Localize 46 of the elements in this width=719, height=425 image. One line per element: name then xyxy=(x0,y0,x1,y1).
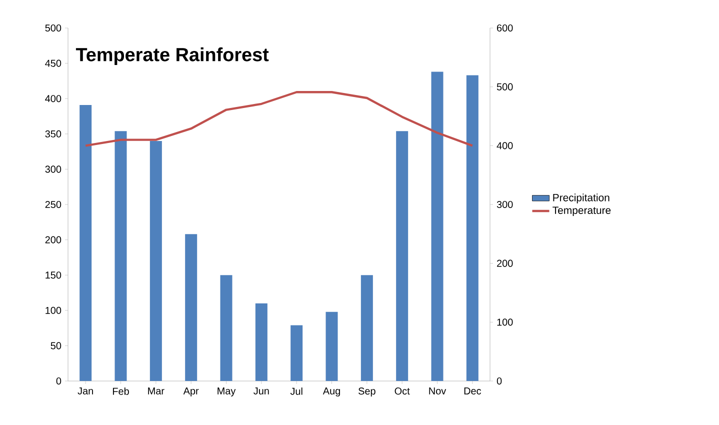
y2-tick-label: 600 xyxy=(497,24,513,32)
bar xyxy=(431,72,444,381)
y2-tick-label: 0 xyxy=(496,377,502,385)
y2-tick-label: 100 xyxy=(497,318,513,326)
y-tick-label: 200 xyxy=(45,236,62,244)
bar xyxy=(326,312,338,381)
y-tick-label: 150 xyxy=(46,272,62,279)
y-tick-label: 450 xyxy=(45,60,62,67)
y-tick-label: 100 xyxy=(46,306,62,314)
x-tick-label: Sep xyxy=(358,388,376,397)
x-tick-label: Nov xyxy=(429,388,446,394)
y-tick-label: 500 xyxy=(45,24,62,32)
y-tick-label: 300 xyxy=(45,166,62,173)
x-tick-label: Jan xyxy=(78,388,93,394)
x-tick-label: Feb xyxy=(112,388,129,395)
y2-tick-label: 400 xyxy=(496,142,513,150)
y2-tick-label: 500 xyxy=(496,83,513,90)
y-tick-label: 0 xyxy=(56,377,62,385)
bar xyxy=(255,303,268,381)
bar xyxy=(220,275,232,381)
x-tick-label: Mar xyxy=(148,388,164,394)
y2-tick-label: 200 xyxy=(497,260,513,267)
bar xyxy=(360,275,373,381)
x-tick-label: Jul xyxy=(290,388,302,395)
legend-label: Precipitation xyxy=(553,194,610,204)
line-series xyxy=(84,91,474,147)
text: Temperate Rainforest xyxy=(76,47,269,66)
x-tick-label: May xyxy=(218,388,236,396)
y-tick-label: 50 xyxy=(50,342,62,350)
bar xyxy=(396,131,408,381)
x-tick-label: Dec xyxy=(464,388,482,394)
bar xyxy=(466,75,478,381)
y-tick-label: 250 xyxy=(45,200,62,208)
bar xyxy=(80,104,92,381)
bar xyxy=(150,140,162,381)
x-tick-label: Apr xyxy=(183,388,199,396)
legend-label: Temperature xyxy=(552,206,611,216)
y-tick-label: 350 xyxy=(45,130,62,138)
bar xyxy=(185,234,198,381)
y2-tick-label: 300 xyxy=(496,200,513,208)
x-tick-label: Aug xyxy=(322,388,340,396)
x-tick-label: Jun xyxy=(254,388,269,394)
bar xyxy=(290,325,303,381)
x-tick-label: Oct xyxy=(394,388,410,395)
bar xyxy=(114,131,127,381)
y-tick-label: 400 xyxy=(45,95,62,102)
